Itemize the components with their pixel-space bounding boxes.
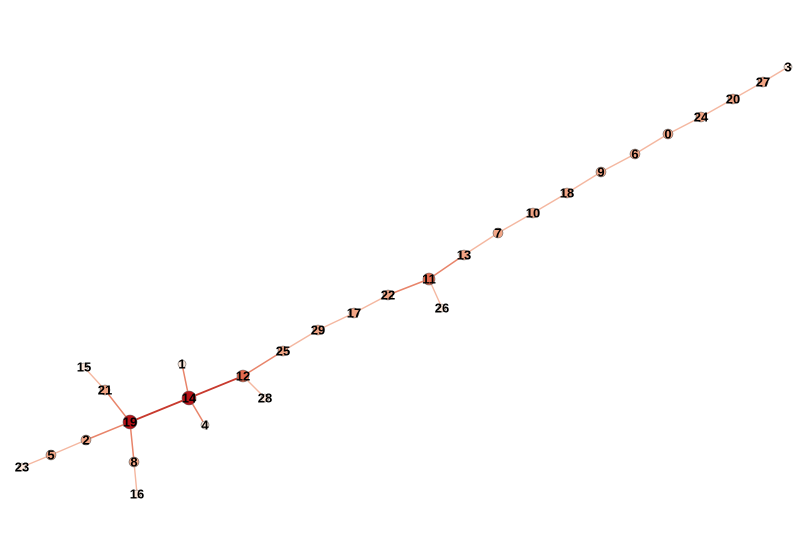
node-label-7: 7: [494, 226, 501, 241]
edge-9-18: [566, 171, 602, 194]
node-label-10: 10: [526, 206, 540, 221]
node-7[interactable]: [492, 227, 504, 239]
node-19[interactable]: [122, 414, 138, 430]
node-29[interactable]: [312, 324, 324, 336]
node-27[interactable]: [757, 76, 769, 88]
edge-6-9: [600, 153, 636, 173]
node-label-3: 3: [784, 60, 791, 75]
node-4[interactable]: [200, 420, 210, 430]
edge-20-24: [700, 98, 734, 118]
node-3[interactable]: [783, 62, 793, 72]
node-11[interactable]: [422, 272, 436, 286]
edge-12-14: [188, 375, 244, 399]
node-17[interactable]: [348, 307, 360, 319]
node-28[interactable]: [260, 393, 270, 403]
edge-27-20: [732, 81, 764, 100]
edge-24-0: [667, 116, 702, 135]
node-9[interactable]: [595, 166, 607, 178]
edge-13-11: [428, 254, 465, 280]
node-label-21: 21: [98, 383, 112, 398]
node-8[interactable]: [128, 456, 140, 468]
node-label-25: 25: [276, 344, 290, 359]
node-22[interactable]: [382, 289, 394, 301]
edge-layer: [21, 66, 789, 495]
node-label-29: 29: [311, 323, 325, 338]
node-label-11: 11: [422, 272, 436, 287]
node-label-16: 16: [130, 487, 144, 502]
node-23[interactable]: [17, 462, 27, 472]
node-layer: [17, 62, 793, 499]
node-1[interactable]: [177, 359, 187, 369]
edge-18-10: [532, 192, 568, 214]
node-label-15: 15: [77, 360, 91, 375]
node-label-26: 26: [435, 301, 449, 316]
node-24[interactable]: [695, 111, 707, 123]
node-label-14: 14: [182, 391, 197, 406]
node-2[interactable]: [80, 434, 92, 446]
edge-11-22: [387, 278, 430, 296]
node-13[interactable]: [458, 249, 470, 261]
node-label-27: 27: [756, 75, 770, 90]
node-label-23: 23: [15, 460, 29, 475]
node-label-6: 6: [631, 147, 638, 162]
node-label-8: 8: [130, 455, 137, 470]
node-label-9: 9: [597, 165, 604, 180]
node-label-13: 13: [457, 248, 471, 263]
node-18[interactable]: [561, 187, 573, 199]
node-14[interactable]: [181, 390, 197, 406]
edge-29-25: [282, 329, 319, 352]
node-label-17: 17: [347, 306, 361, 321]
edge-0-6: [634, 133, 669, 155]
node-20[interactable]: [727, 93, 739, 105]
node-label-12: 12: [236, 369, 250, 384]
node-10[interactable]: [527, 207, 539, 219]
node-label-4: 4: [201, 418, 209, 433]
node-label-28: 28: [258, 391, 272, 406]
edge-10-7: [497, 212, 534, 234]
edge-17-29: [317, 312, 355, 331]
edge-14-19: [129, 397, 190, 423]
node-15[interactable]: [79, 362, 89, 372]
node-6[interactable]: [629, 148, 641, 160]
node-label-18: 18: [560, 186, 574, 201]
node-16[interactable]: [132, 489, 142, 499]
node-5[interactable]: [45, 449, 57, 461]
node-label-1: 1: [178, 357, 185, 372]
label-layer: 0123456789101112131415161718192021222324…: [15, 60, 792, 502]
node-12[interactable]: [236, 369, 250, 383]
node-label-20: 20: [726, 92, 740, 107]
edge-25-12: [242, 350, 284, 377]
node-label-0: 0: [664, 127, 671, 142]
node-21[interactable]: [99, 384, 111, 396]
node-label-24: 24: [694, 110, 709, 125]
node-25[interactable]: [277, 345, 289, 357]
node-label-2: 2: [82, 433, 89, 448]
node-0[interactable]: [662, 128, 674, 140]
edge-2-5: [50, 439, 87, 456]
node-label-19: 19: [123, 415, 137, 430]
node-label-22: 22: [381, 288, 395, 303]
node-label-5: 5: [47, 448, 54, 463]
node-26[interactable]: [437, 303, 447, 313]
edge-7-13: [463, 232, 499, 256]
edge-22-17: [353, 294, 389, 314]
edge-19-2: [85, 421, 131, 441]
edge-8-16: [133, 461, 138, 495]
